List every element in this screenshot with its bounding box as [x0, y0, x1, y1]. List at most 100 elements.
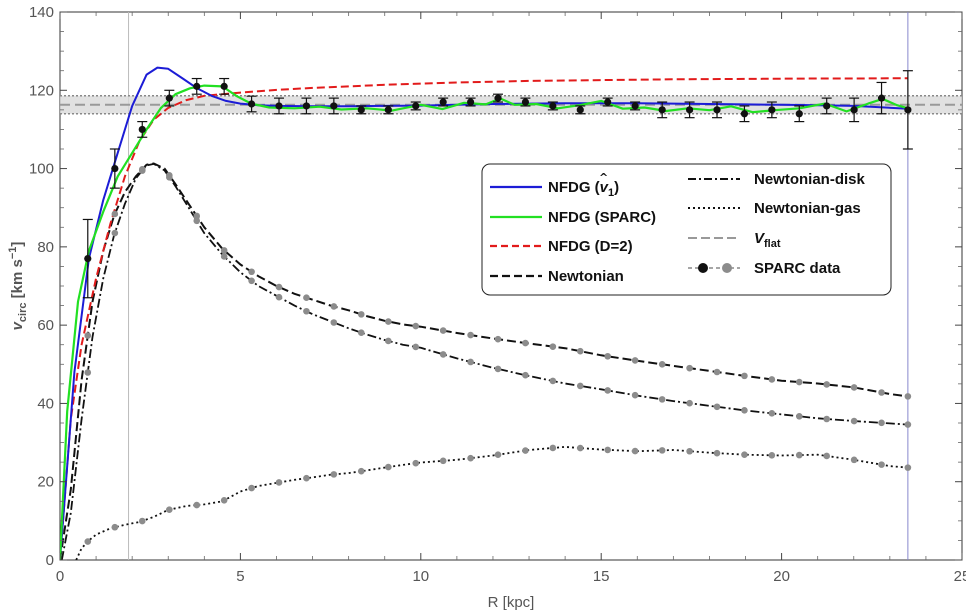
marker-newtonian-11 [385, 318, 392, 325]
marker-layer [82, 70, 913, 545]
marker-newtonian-disk-28 [850, 417, 858, 425]
sparc-point-23 [713, 106, 721, 114]
marker-newtonian-disk-0 [84, 369, 92, 376]
marker-newtonian-disk-15 [494, 365, 502, 373]
legend-label-nfdg-v1: NFDG (v1) [548, 179, 619, 199]
sparc-point-11 [384, 106, 392, 114]
marker-newtonian-disk-22 [686, 399, 693, 407]
marker-newtonian-gas-21 [658, 447, 666, 454]
y-axis-label-sub: circ [17, 302, 29, 322]
legend-label-sparc: SPARC data [754, 260, 841, 277]
legend-swatch-sparc-dot-gray [722, 263, 732, 273]
marker-newtonian-gas-18 [576, 444, 584, 452]
sparc-point-4 [193, 82, 201, 90]
marker-newtonian-disk-18 [576, 382, 584, 390]
sparc-point-25 [768, 106, 776, 114]
marker-newtonian-gas-11 [385, 463, 392, 471]
marker-newtonian-disk-29 [878, 419, 885, 427]
marker-newtonian-14 [467, 331, 474, 339]
marker-newtonian-gas-3 [166, 506, 173, 513]
marker-newtonian-gas-29 [878, 461, 885, 468]
marker-newtonian-12 [412, 322, 420, 330]
marker-newtonian-disk-2 [138, 167, 146, 174]
sparc-point-16 [521, 98, 530, 106]
axis-tick-labels: 0 5 10 15 20 25 0 20 40 60 80 100 120 140 [29, 4, 966, 585]
marker-newtonian-5 [220, 247, 228, 254]
marker-newtonian-22 [686, 364, 693, 372]
marker-newtonian-25 [768, 376, 776, 383]
marker-newtonian-28 [850, 384, 858, 391]
sparc-point-26 [795, 110, 803, 118]
sparc-point-7 [275, 102, 283, 110]
marker-newtonian-disk-26 [795, 413, 803, 420]
x-tick-label-4: 20 [773, 568, 790, 585]
marker-newtonian-8 [303, 294, 310, 302]
marker-newtonian-13 [439, 327, 447, 334]
marker-newtonian-disk-20 [631, 391, 639, 399]
sparc-point-0 [84, 255, 92, 263]
marker-newtonian-9 [330, 303, 338, 310]
y-axis-label-unit: [km s [9, 259, 26, 302]
marker-newtonian-disk-11 [385, 337, 392, 345]
y-tick-label-3: 60 [37, 317, 54, 334]
marker-newtonian-gas-4 [193, 501, 201, 509]
marker-newtonian-gas-0 [84, 538, 92, 545]
series-nfdg-v1 [60, 66, 908, 560]
sparc-point-29 [877, 94, 886, 102]
marker-newtonian-disk-14 [467, 358, 474, 366]
marker-newtonian-gas-13 [439, 457, 447, 465]
marker-newtonian-gas-5 [220, 497, 228, 504]
marker-newtonian-disk-10 [357, 329, 365, 336]
marker-newtonian-gas-1 [111, 523, 119, 531]
series-nfdg-d2 [60, 77, 908, 560]
marker-newtonian-0 [84, 332, 92, 339]
marker-newtonian-disk-27 [823, 415, 830, 423]
marker-newtonian-gas-28 [850, 456, 858, 464]
sparc-point-24 [740, 110, 749, 118]
y-tick-label-2: 40 [37, 395, 54, 412]
sparc-point-1 [111, 164, 119, 173]
x-tick-label-1: 5 [236, 568, 244, 585]
sparc-point-9 [330, 102, 338, 110]
sparc-point-27 [823, 102, 831, 110]
marker-newtonian-gas-10 [357, 467, 365, 475]
marker-newtonian-gas-22 [686, 447, 693, 455]
x-tick-label-2: 10 [412, 568, 429, 585]
marker-newtonian-gas-27 [823, 452, 830, 460]
series-nfdg-sparc [60, 84, 909, 560]
y-tick-label-4: 80 [37, 239, 54, 256]
legend-label-newtonian: Newtonian [548, 268, 624, 285]
marker-newtonian-disk-17 [549, 377, 557, 385]
legend-label-nfdg-sparc: NFDG (SPARC) [548, 209, 656, 226]
y-tick-label-7: 140 [29, 4, 54, 21]
marker-newtonian-30 [904, 393, 912, 400]
marker-newtonian-disk-23 [713, 403, 721, 411]
sparc-point-6 [247, 100, 256, 108]
marker-newtonian-disk-19 [604, 387, 611, 394]
marker-newtonian-disk-30 [904, 421, 912, 428]
legend-label-nfdg-v1-text: NFDG ( [548, 179, 600, 196]
marker-newtonian-gas-19 [604, 446, 611, 454]
marker-newtonian-gas-16 [522, 447, 529, 454]
marker-newtonian-gas-25 [768, 451, 776, 459]
x-axis-label: R [kpc] [488, 594, 535, 611]
marker-newtonian-gas-20 [631, 447, 639, 455]
marker-newtonian-18 [576, 347, 584, 355]
marker-newtonian-4 [193, 212, 201, 220]
legend-label-newtonian-gas: Newtonian-gas [754, 200, 861, 217]
legend-label-nfdg-v1-end: ) [614, 179, 619, 196]
marker-newtonian-disk-7 [275, 293, 283, 301]
sparc-point-17 [549, 102, 557, 110]
legend-box [481, 163, 892, 296]
legend-label-nfdg-v1-sub: 1 [608, 187, 614, 199]
sparc-point-30 [904, 106, 912, 114]
x-tick-label-5: 25 [954, 568, 966, 585]
x-tick-label-0: 0 [56, 568, 64, 585]
y-axis-label-main: v [9, 320, 26, 330]
marker-newtonian-gas-8 [303, 474, 310, 482]
marker-newtonian-gas-9 [330, 471, 338, 478]
marker-newtonian-gas-14 [467, 454, 474, 462]
sparc-point-20 [631, 102, 639, 110]
marker-newtonian-disk-25 [768, 410, 776, 417]
marker-newtonian-gas-7 [275, 479, 283, 486]
